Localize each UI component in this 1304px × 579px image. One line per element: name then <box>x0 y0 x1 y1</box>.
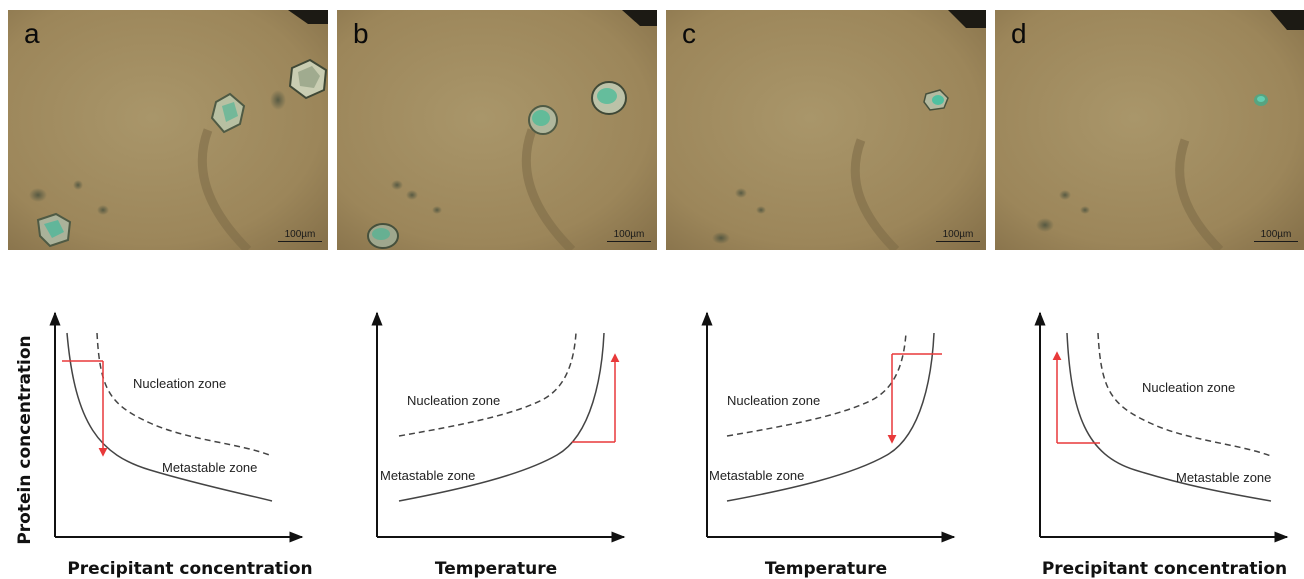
crystal <box>288 58 328 100</box>
crystal <box>923 89 949 111</box>
y-axis-label: Protein concentration <box>15 335 35 545</box>
nucleation-zone-label: Nucleation zone <box>727 393 820 408</box>
panel-letter: a <box>24 18 40 49</box>
scale-bar: 100µm <box>936 229 980 242</box>
phase-diagram-b: Nucleation zone Metastable zone <box>362 305 662 555</box>
metastable-zone-label: Metastable zone <box>380 468 475 483</box>
phase-diagram-c: Nucleation zone Metastable zone <box>692 305 992 555</box>
x-axis-label: Precipitant concentration <box>67 559 313 579</box>
crystal <box>591 81 627 115</box>
panel-letter: d <box>1011 18 1027 49</box>
micrograph-b: b 100µm <box>337 10 657 250</box>
panel-letter: c <box>682 18 696 49</box>
x-axis-label: Precipitant concentration <box>1041 559 1288 579</box>
nucleation-zone-label: Nucleation zone <box>1142 380 1235 395</box>
phase-diagram-d: Nucleation zone Metastable zone <box>1025 305 1304 555</box>
panel-letter: b <box>353 18 369 49</box>
supersolubility-curve <box>726 332 907 437</box>
supersolubility-curve <box>1097 332 1272 457</box>
micrograph-c: c 100µm <box>666 10 986 250</box>
solubility-curve <box>66 332 273 502</box>
solubility-curve <box>1066 332 1272 502</box>
scale-bar: 100µm <box>278 229 322 242</box>
crystal <box>367 223 399 249</box>
metastable-zone-label: Metastable zone <box>709 468 804 483</box>
supersolubility-curve <box>96 332 273 457</box>
crystal <box>528 105 558 135</box>
solubility-curve <box>726 332 935 502</box>
x-axis-label: Temperature <box>764 559 888 579</box>
micrograph-a: a 100µm <box>8 10 328 250</box>
crystal <box>1254 94 1268 106</box>
crystal <box>36 212 72 248</box>
scale-bar: 100µm <box>1254 229 1298 242</box>
scale-bar: 100µm <box>607 229 651 242</box>
supersolubility-curve <box>398 332 577 437</box>
micrograph-d: d 100µm <box>995 10 1304 250</box>
phase-diagram-a: Nucleation zone Metastable zone <box>40 305 340 555</box>
metastable-zone-label: Metastable zone <box>162 460 257 475</box>
nucleation-zone-label: Nucleation zone <box>407 393 500 408</box>
crystal <box>210 92 246 134</box>
x-axis-label: Temperature <box>434 559 558 579</box>
metastable-zone-label: Metastable zone <box>1176 470 1271 485</box>
solubility-curve <box>398 332 605 502</box>
nucleation-zone-label: Nucleation zone <box>133 376 226 391</box>
